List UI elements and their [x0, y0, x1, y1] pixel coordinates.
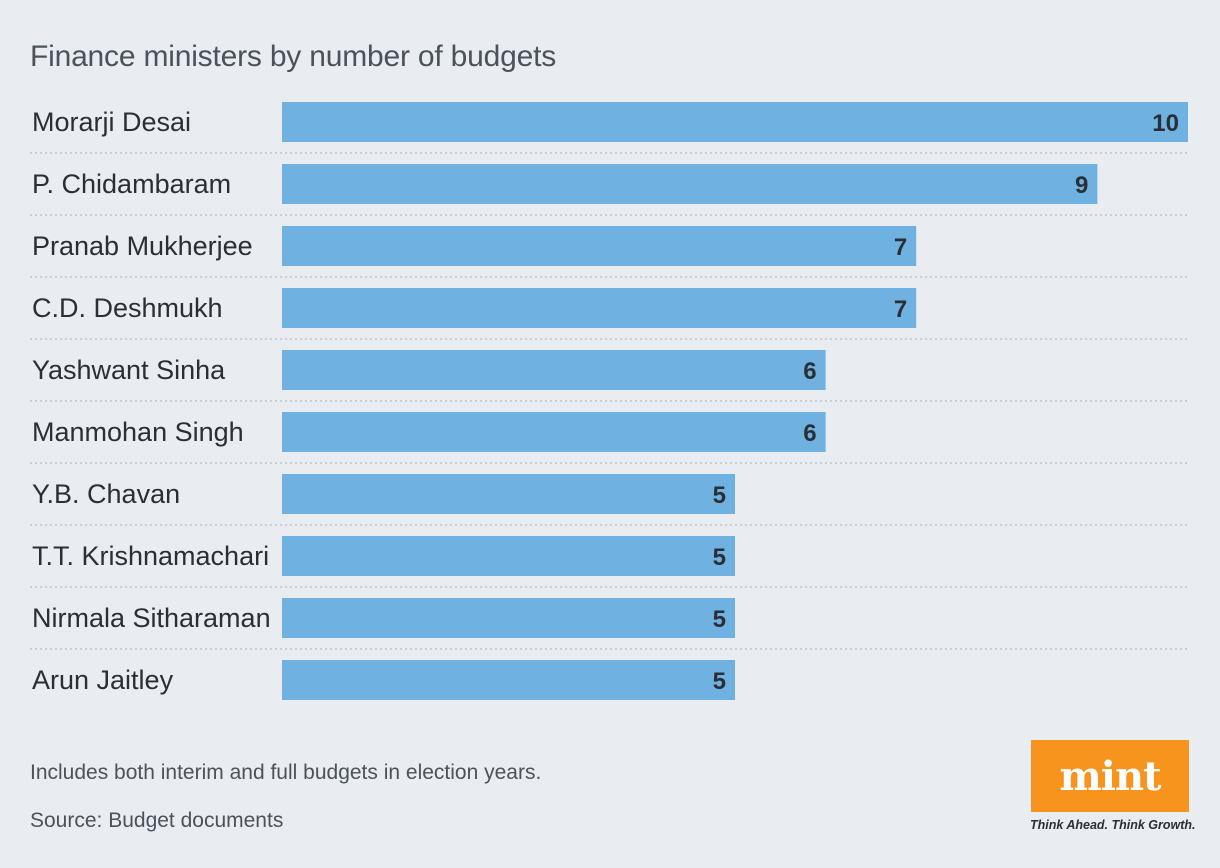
data-label: 7 — [894, 234, 907, 261]
data-label: 6 — [803, 358, 816, 385]
bar — [282, 164, 1098, 204]
row-label: Y.B. Chavan — [32, 479, 180, 509]
bar — [282, 288, 917, 328]
row-label: C.D. Deshmukh — [32, 293, 223, 323]
row-label: P. Chidambaram — [32, 169, 231, 199]
data-label: 5 — [713, 482, 726, 509]
source-note: Source: Budget documents — [30, 809, 284, 832]
bar — [282, 474, 735, 514]
row-label: T.T. Krishnamachari — [32, 541, 269, 571]
mint-logo: mint — [1031, 740, 1189, 812]
row-label: Morarji Desai — [32, 107, 191, 137]
data-label: 10 — [1152, 110, 1179, 137]
data-label: 9 — [1075, 172, 1088, 199]
data-label: 6 — [803, 420, 816, 447]
data-label: 5 — [713, 544, 726, 571]
chart-title: Finance ministers by number of budgets — [30, 40, 556, 73]
bar — [282, 536, 735, 576]
row-label: Nirmala Sitharaman — [32, 603, 271, 633]
row-label: Arun Jaitley — [32, 665, 174, 695]
bar-chart: Morarji Desai 10 P. Chidambaram 9 Pranab Muk… — [30, 102, 1188, 700]
bar — [282, 226, 917, 266]
data-label: 7 — [894, 296, 907, 323]
data-label: 5 — [713, 606, 726, 633]
data-label: 5 — [713, 668, 726, 695]
logo-text: mint — [1059, 752, 1161, 800]
bar — [282, 412, 826, 452]
row-label: Pranab Mukherjee — [32, 231, 253, 261]
bar — [282, 598, 735, 638]
footnote: Includes both interim and full budgets i… — [30, 761, 542, 784]
brand-tagline: Think Ahead. Think Growth. — [1030, 818, 1196, 832]
bar — [282, 660, 735, 700]
bar — [282, 350, 826, 390]
row-label: Yashwant Sinha — [32, 355, 226, 385]
bar — [282, 102, 1188, 142]
row-label: Manmohan Singh — [32, 417, 244, 447]
